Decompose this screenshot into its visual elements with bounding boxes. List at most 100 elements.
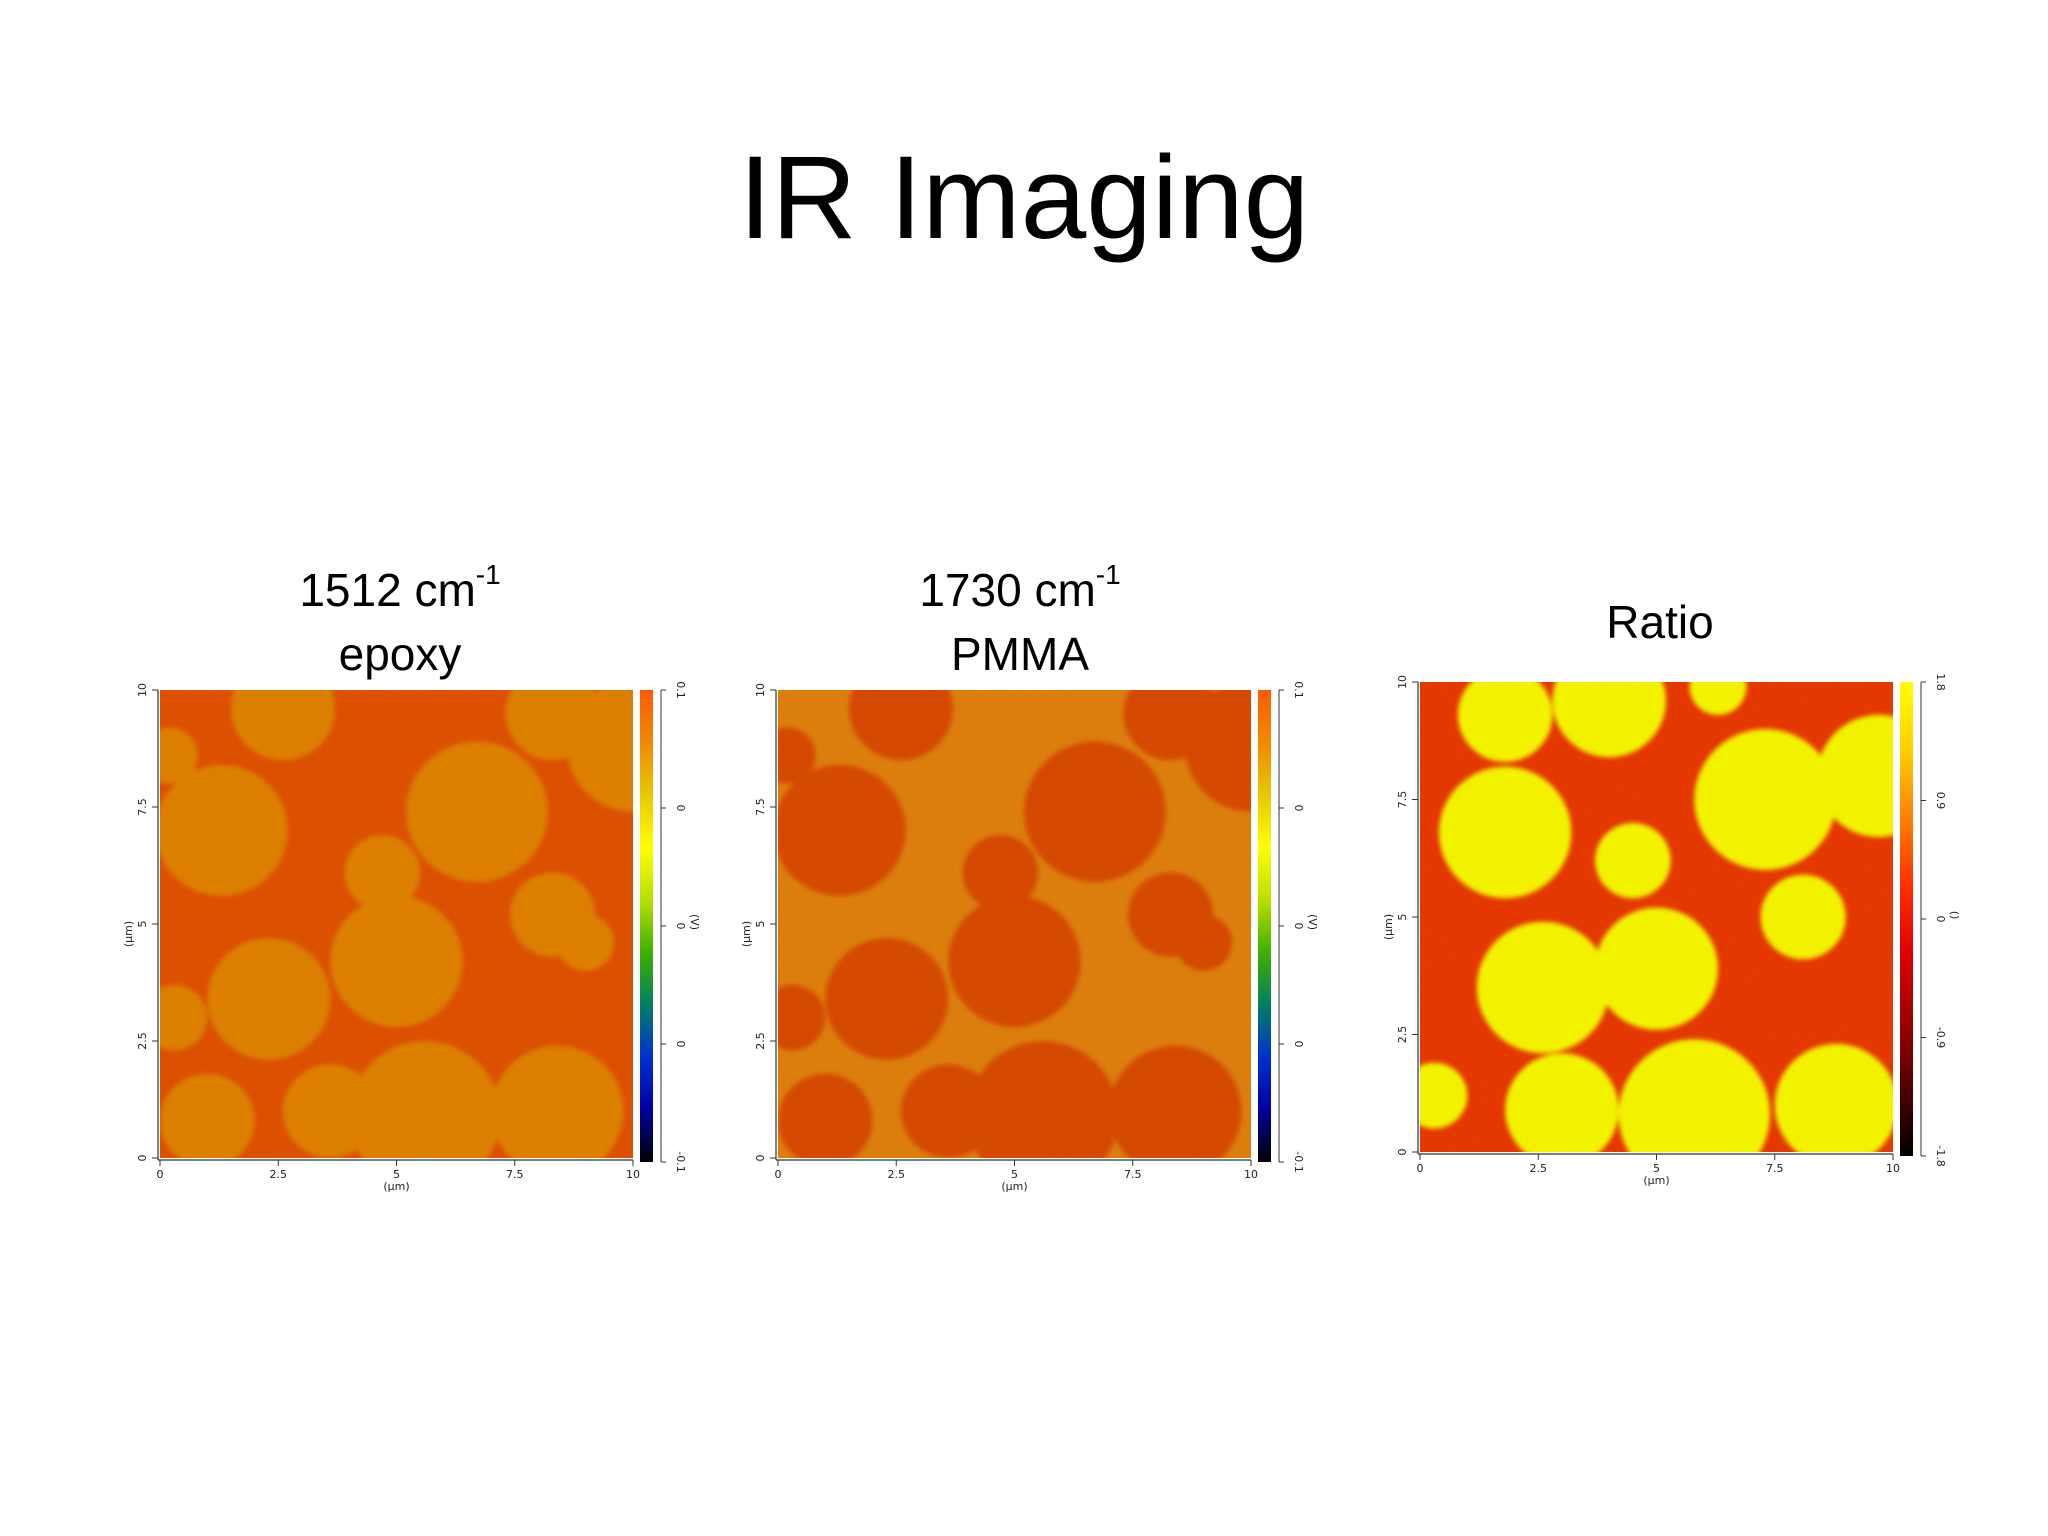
x-tick-label: 0: [157, 1168, 164, 1181]
colorbar: [1258, 690, 1271, 1162]
domain-blob: [1438, 766, 1572, 899]
domain-blob: [160, 984, 208, 1051]
caption-wavenumber: 1730 cm-1: [919, 559, 1121, 617]
x-tick-label: 2.5: [888, 1168, 906, 1181]
heatmap-image: [160, 690, 633, 1158]
domain-blob: [160, 1073, 255, 1158]
caption-epoxy: 1512 cm-1 epoxy: [240, 558, 560, 686]
x-tick-label: 10: [1244, 1168, 1258, 1181]
domain-blob: [1760, 874, 1846, 960]
x-tick-label: 7.5: [506, 1168, 524, 1181]
domain-group: [160, 690, 633, 1158]
domain-blob: [1184, 690, 1251, 812]
heatmap-image: [1420, 682, 1893, 1152]
domain-blob: [778, 727, 816, 784]
y-axis-label: (µm): [1382, 914, 1395, 940]
caption-pmma: 1730 cm-1 PMMA: [860, 558, 1180, 686]
y-tick-label: 10: [1396, 675, 1409, 689]
y-tick-label: 10: [754, 683, 767, 697]
domain-blob: [1476, 921, 1610, 1054]
domain-blob: [1420, 1062, 1468, 1129]
x-tick-label: 2.5: [270, 1168, 288, 1181]
domain-blob: [1689, 682, 1747, 715]
domain-group: [1420, 682, 1893, 1152]
domain-blob: [967, 1041, 1119, 1158]
x-tick-label: 7.5: [1766, 1162, 1784, 1175]
colorbar: [640, 690, 653, 1162]
x-tick-label: 0: [1417, 1162, 1424, 1175]
domain-blob: [1023, 741, 1166, 882]
colorbar-label: (V): [1306, 914, 1319, 930]
y-tick-label: 2.5: [1396, 1026, 1409, 1044]
domain-blob: [778, 1073, 873, 1158]
x-tick-label: 10: [626, 1168, 640, 1181]
colorbar-label: (V): [688, 914, 701, 930]
x-axis-label: (µm): [383, 1180, 409, 1193]
domain-blob: [405, 741, 548, 882]
colorbar-tick-label: 0: [1292, 923, 1305, 930]
domain-blob: [778, 984, 826, 1051]
colorbar-tick-label: 0: [674, 923, 687, 930]
colorbar-tick-label: -1.8: [1934, 1145, 1947, 1166]
domain-blob: [566, 690, 633, 812]
heatmap-image: [778, 690, 1251, 1158]
domain-blob: [1595, 907, 1718, 1030]
colorbar-tick-label: 1.8: [1934, 673, 1947, 691]
domain-blob: [1817, 714, 1893, 838]
colorbar-tick-label: -0.1: [674, 1151, 687, 1172]
slide-title: IR Imaging: [738, 132, 1310, 264]
domain-blob: [1109, 1045, 1242, 1158]
domain-blob: [230, 690, 335, 761]
domain-blob: [282, 1064, 378, 1158]
colorbar-tick-label: 0.9: [1934, 792, 1947, 810]
colorbar-tick-label: 0: [1934, 916, 1947, 923]
domain-blob: [344, 835, 421, 910]
domain-blob: [900, 1064, 996, 1158]
colorbar-tick-label: -0.9: [1934, 1027, 1947, 1048]
colorbar-tick-label: 0: [674, 805, 687, 812]
heatmap-chart-1: 0 2.5 5 7.5 10 (µm) 0 2.5 5 7.5 10 (µm) 0.1 0 0 0 -0.1 (V…: [122, 681, 701, 1193]
caption-ratio: Ratio: [1500, 590, 1820, 654]
colorbar-tick-label: 0.1: [1292, 681, 1305, 699]
y-tick-label: 5: [1396, 914, 1409, 921]
y-tick-label: 10: [136, 683, 149, 697]
y-tick-label: 7.5: [1396, 791, 1409, 809]
colorbar-tick-label: 0.1: [674, 681, 687, 699]
y-tick-label: 0: [754, 1155, 767, 1162]
caption-wavenumber: 1512 cm-1: [299, 559, 501, 617]
y-tick-label: 2.5: [136, 1032, 149, 1050]
caption-material: epoxy: [338, 628, 462, 680]
x-axis-label: (µm): [1643, 1174, 1669, 1187]
y-axis-label: (µm): [122, 921, 135, 947]
domain-blob: [330, 895, 463, 1027]
domain-blob: [1774, 1043, 1893, 1152]
domain-blob: [778, 764, 906, 896]
y-tick-label: 7.5: [754, 798, 767, 816]
domain-blob: [207, 938, 331, 1060]
domain-blob: [160, 727, 198, 784]
x-tick-label: 5: [1653, 1162, 1660, 1175]
domain-blob: [1505, 1053, 1619, 1152]
domain-blob: [557, 914, 615, 971]
colorbar-tick-label: 0: [1292, 805, 1305, 812]
domain-blob: [1175, 914, 1233, 971]
domain-blob: [1694, 729, 1837, 870]
domain-group: [778, 690, 1251, 1158]
y-tick-label: 7.5: [136, 798, 149, 816]
domain-blob: [848, 690, 953, 761]
heatmap-chart-3: 0 2.5 5 7.5 10 (µm) 0 2.5 5 7.5 10 (µm) 1.8 0.9 0 -0.9 -…: [1382, 673, 1961, 1187]
x-tick-label: 5: [1011, 1168, 1018, 1181]
domain-blob: [948, 895, 1081, 1027]
x-tick-label: 7.5: [1124, 1168, 1142, 1181]
domain-blob: [1595, 823, 1671, 899]
x-axis-label: (µm): [1001, 1180, 1027, 1193]
domain-blob: [1618, 1039, 1770, 1152]
y-tick-label: 0: [1396, 1149, 1409, 1156]
y-tick-label: 5: [754, 921, 767, 928]
y-tick-label: 2.5: [754, 1032, 767, 1050]
caption-ratio-label: Ratio: [1606, 596, 1714, 648]
colorbar-tick-label: -0.1: [1292, 1151, 1305, 1172]
domain-blob: [491, 1045, 624, 1158]
caption-material: PMMA: [951, 628, 1089, 680]
